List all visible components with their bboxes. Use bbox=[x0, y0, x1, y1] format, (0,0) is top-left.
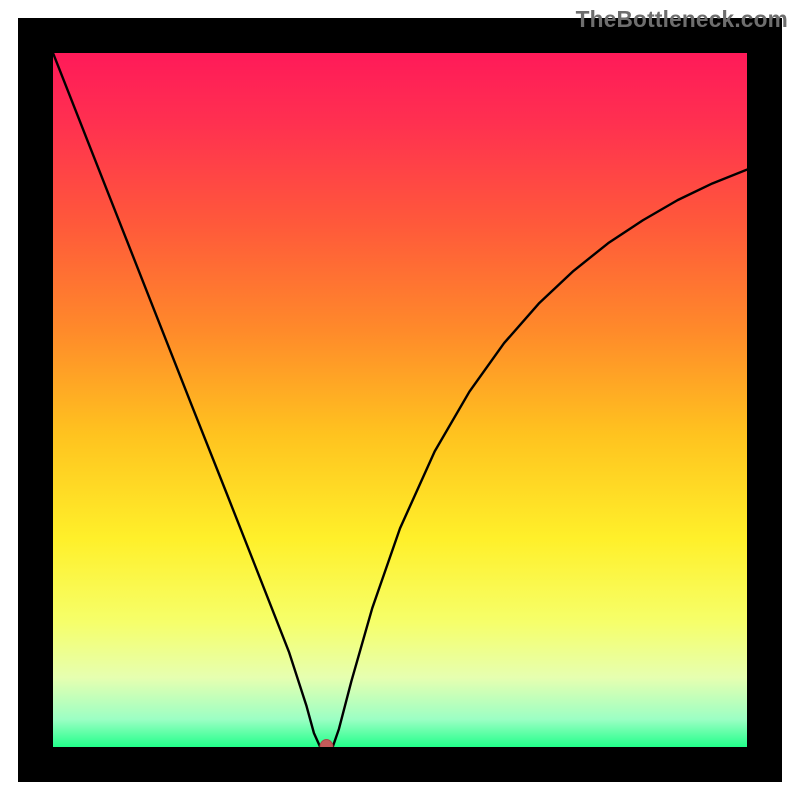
bottleneck-chart bbox=[0, 0, 800, 800]
chart-container: TheBottleneck.com bbox=[0, 0, 800, 800]
plot-background bbox=[53, 53, 747, 747]
watermark-text: TheBottleneck.com bbox=[576, 6, 788, 33]
